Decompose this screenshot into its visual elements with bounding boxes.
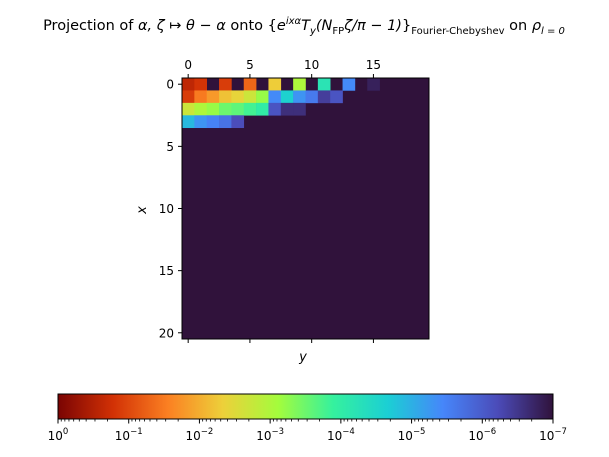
title-basis-exp: e <box>277 18 286 34</box>
colorbar-tick-label: 100 <box>48 427 69 443</box>
heatmap-cell <box>206 90 220 104</box>
colorbar-frame <box>57 393 554 420</box>
title-basis-close: } <box>402 18 411 34</box>
heatmap-cell <box>317 90 331 104</box>
heatmap-cell <box>219 90 232 104</box>
heatmap-cell <box>280 90 294 104</box>
title-basis-arg: (N <box>316 18 333 34</box>
x-axis-label: y <box>298 350 307 365</box>
heatmap-cell <box>317 78 331 91</box>
top-tick-label: 15 <box>366 58 381 72</box>
title-prefix: Projection of <box>43 18 138 34</box>
heatmap-plot <box>182 78 429 339</box>
heatmap-cell <box>194 115 207 129</box>
heatmap-cell <box>194 90 207 104</box>
title-basis-arg-sub: FP <box>332 26 344 37</box>
left-tick-label: 20 <box>159 326 174 340</box>
heatmap-cell <box>367 78 380 91</box>
top-tick-label: 5 <box>246 58 254 72</box>
left-tick-label: 5 <box>166 140 174 154</box>
heatmap-cell <box>194 102 207 116</box>
heatmap-cell <box>182 90 195 104</box>
heatmap-cell <box>243 78 257 91</box>
top-x-axis: 0 5 10 15 <box>184 58 381 78</box>
heatmap-cell <box>182 78 195 91</box>
heatmap-cell <box>182 102 195 116</box>
top-tick-label: 0 <box>184 58 192 72</box>
heatmap-cell <box>182 115 195 129</box>
heatmap-cell <box>219 102 232 116</box>
colorbar-tick-label: 10−2 <box>186 427 214 443</box>
heatmap-cell <box>330 90 343 104</box>
heatmap-cell <box>268 102 282 116</box>
heatmap-cell <box>206 102 220 116</box>
colorbar <box>58 394 553 419</box>
heatmap-cell <box>268 78 282 91</box>
heatmap-cell <box>280 102 294 116</box>
heatmap-cell <box>219 115 232 129</box>
chart-title: Projection of α, ζ ↦ θ − α onto {eixαTy(… <box>43 16 565 37</box>
heatmap-cell <box>293 102 306 116</box>
title-basis-sup: ixα <box>286 16 302 27</box>
heatmap-cell <box>293 78 306 91</box>
title-basis-T-sub: y <box>309 26 317 37</box>
colorbar-tick-label: 10−6 <box>468 427 496 443</box>
heatmap-cell <box>231 115 245 129</box>
colorbar-axis: 100 10−1 10−2 10−3 10−4 10−5 10−6 10−7 <box>48 419 567 443</box>
heatmap-cell <box>256 102 269 116</box>
title-on: on <box>505 18 532 34</box>
title-onto: onto <box>226 18 268 34</box>
heatmap-cell <box>243 90 257 104</box>
top-tick-label: 10 <box>304 58 319 72</box>
heatmap-cell <box>268 90 282 104</box>
heatmap-cell <box>194 78 207 91</box>
colorbar-tick-label: 10−4 <box>327 427 355 443</box>
left-y-axis: 0 5 10 15 20 <box>159 78 182 340</box>
title-map: α, ζ ↦ θ − α <box>138 18 226 34</box>
title-basis-sub: Fourier-Chebyshev <box>411 26 504 37</box>
heatmap-cell <box>305 90 319 104</box>
colorbar-tick-label: 10−5 <box>398 427 426 443</box>
left-tick-label: 15 <box>159 264 174 278</box>
title-basis-open: { <box>268 18 277 34</box>
heatmap-cell <box>293 90 306 104</box>
heatmap-cell <box>231 90 245 104</box>
title-rho-sub: l = 0 <box>541 26 565 37</box>
colorbar-tick-label: 10−1 <box>115 427 143 443</box>
title-basis-arg-rest: ζ/π − 1) <box>343 18 402 34</box>
heatmap-cell <box>256 90 269 104</box>
bottom-x-axis <box>187 339 374 343</box>
heatmap-cell <box>342 78 356 91</box>
y-axis-label: x <box>135 206 150 215</box>
title-rho: ρ <box>532 18 542 34</box>
heatmap-cell <box>231 102 245 116</box>
left-tick-label: 0 <box>166 78 174 92</box>
colorbar-tick-label: 10−3 <box>256 427 284 443</box>
left-tick-label: 10 <box>159 202 174 216</box>
heatmap-cell <box>219 78 232 91</box>
heatmap-cell <box>206 115 220 129</box>
colorbar-tick-label: 10−7 <box>539 427 567 443</box>
heatmap-cell <box>243 102 257 116</box>
title-basis-T: T <box>301 18 311 34</box>
